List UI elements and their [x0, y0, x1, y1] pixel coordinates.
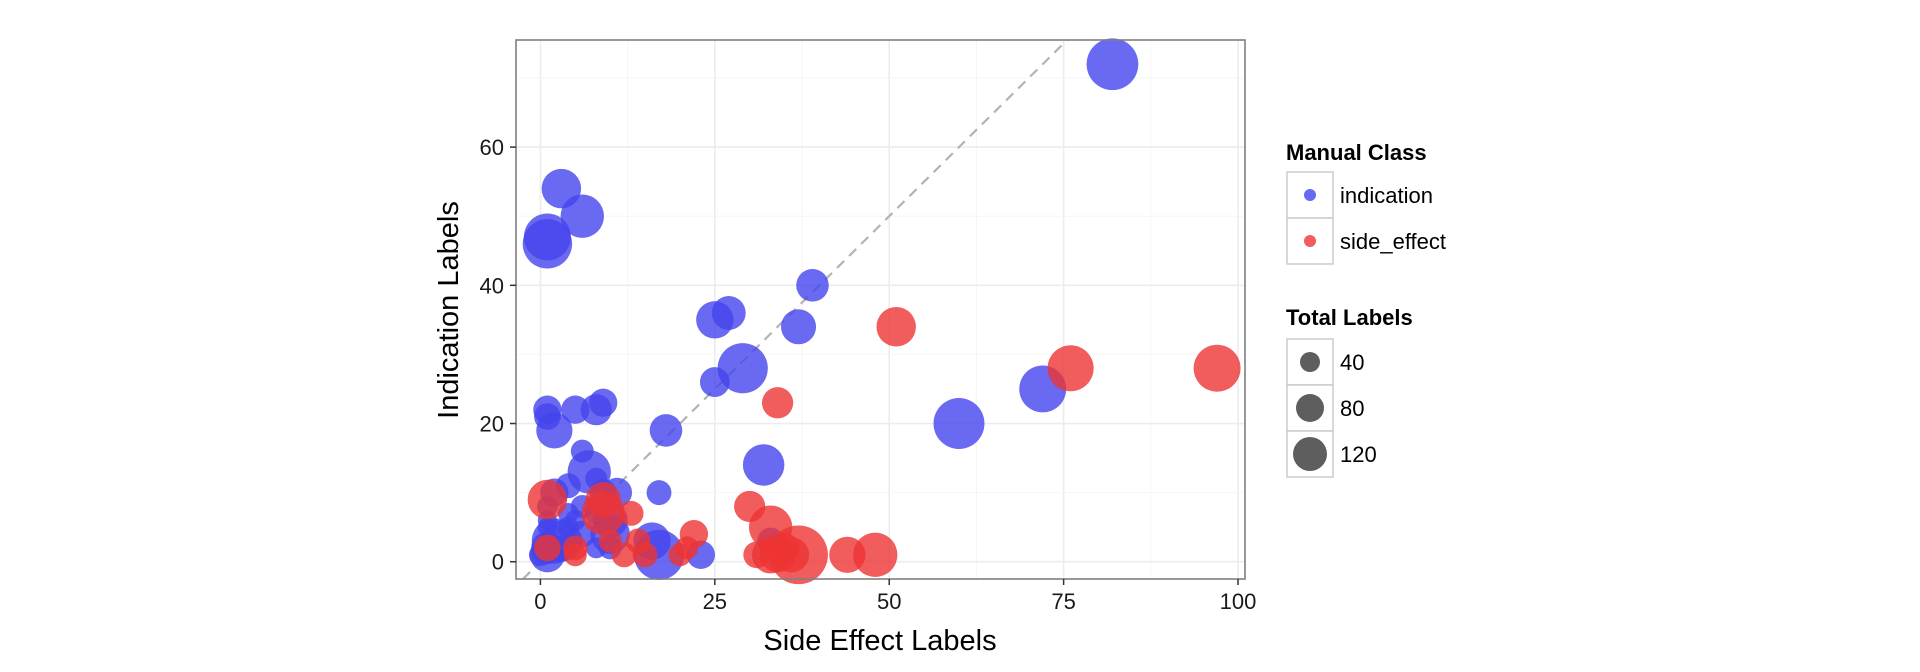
point-side-effect	[1193, 344, 1241, 392]
point-side-effect	[611, 542, 637, 568]
size-legend-swatch-40	[1300, 352, 1320, 372]
x-tick-label: 25	[703, 589, 727, 614]
point-side-effect	[581, 491, 625, 536]
point-indication	[933, 398, 985, 449]
size-legend-label-80: 80	[1340, 396, 1364, 421]
y-tick-label: 60	[480, 135, 504, 160]
y-axis-title: Indication Labels	[433, 201, 465, 419]
plot-panel	[516, 40, 1245, 579]
point-indication	[580, 394, 612, 426]
x-tick-label: 50	[877, 589, 901, 614]
point-indication	[522, 219, 573, 269]
point-side-effect	[563, 543, 587, 567]
point-side-effect	[675, 536, 699, 560]
x-tick-label: 75	[1051, 589, 1075, 614]
size-legend-title: Total Labels	[1286, 305, 1413, 330]
point-indication	[1086, 38, 1139, 91]
point-side-effect	[534, 534, 561, 562]
point-side-effect	[761, 387, 794, 419]
point-side-effect	[876, 307, 916, 347]
point-indication	[742, 444, 785, 486]
color-legend-label-indication: indication	[1340, 183, 1433, 208]
x-axis-ticks: 0 25 50 75 100	[534, 579, 1256, 614]
y-tick-label: 0	[492, 550, 504, 575]
color-legend-swatch-side-effect	[1304, 235, 1316, 247]
size-legend-label-40: 40	[1340, 350, 1364, 375]
point-indication	[649, 414, 683, 447]
point-indication	[781, 309, 817, 345]
point-side-effect	[1047, 345, 1094, 392]
point-side-effect	[527, 479, 568, 520]
size-legend-swatch-120	[1293, 437, 1327, 471]
y-tick-label: 40	[480, 273, 504, 298]
color-legend-key-indication	[1286, 171, 1334, 219]
point-side-effect	[632, 542, 658, 568]
x-tick-label: 0	[534, 589, 546, 614]
size-legend-swatch-80	[1296, 394, 1324, 422]
color-legend-swatch-indication	[1304, 189, 1316, 201]
color-legend-title: Manual Class	[1286, 140, 1427, 165]
y-tick-label: 20	[480, 412, 504, 437]
y-axis-ticks: 0 20 40 60	[480, 135, 516, 575]
point-side-effect	[618, 500, 644, 526]
point-indication	[646, 480, 672, 506]
point-side-effect	[853, 532, 898, 577]
point-indication	[699, 367, 730, 397]
point-indication	[796, 269, 829, 302]
point-indication	[696, 301, 734, 339]
point-indication	[560, 194, 604, 238]
size-legend-label-120: 120	[1340, 442, 1377, 467]
x-tick-label: 100	[1220, 589, 1257, 614]
data-points	[522, 38, 1241, 585]
plot-border	[515, 39, 1246, 580]
color-legend-label-side-effect: side_effect	[1340, 229, 1446, 254]
point-side-effect	[774, 537, 810, 573]
x-axis-title: Side Effect Labels	[763, 625, 996, 657]
point-indication	[536, 412, 573, 449]
point-indication	[717, 343, 768, 394]
